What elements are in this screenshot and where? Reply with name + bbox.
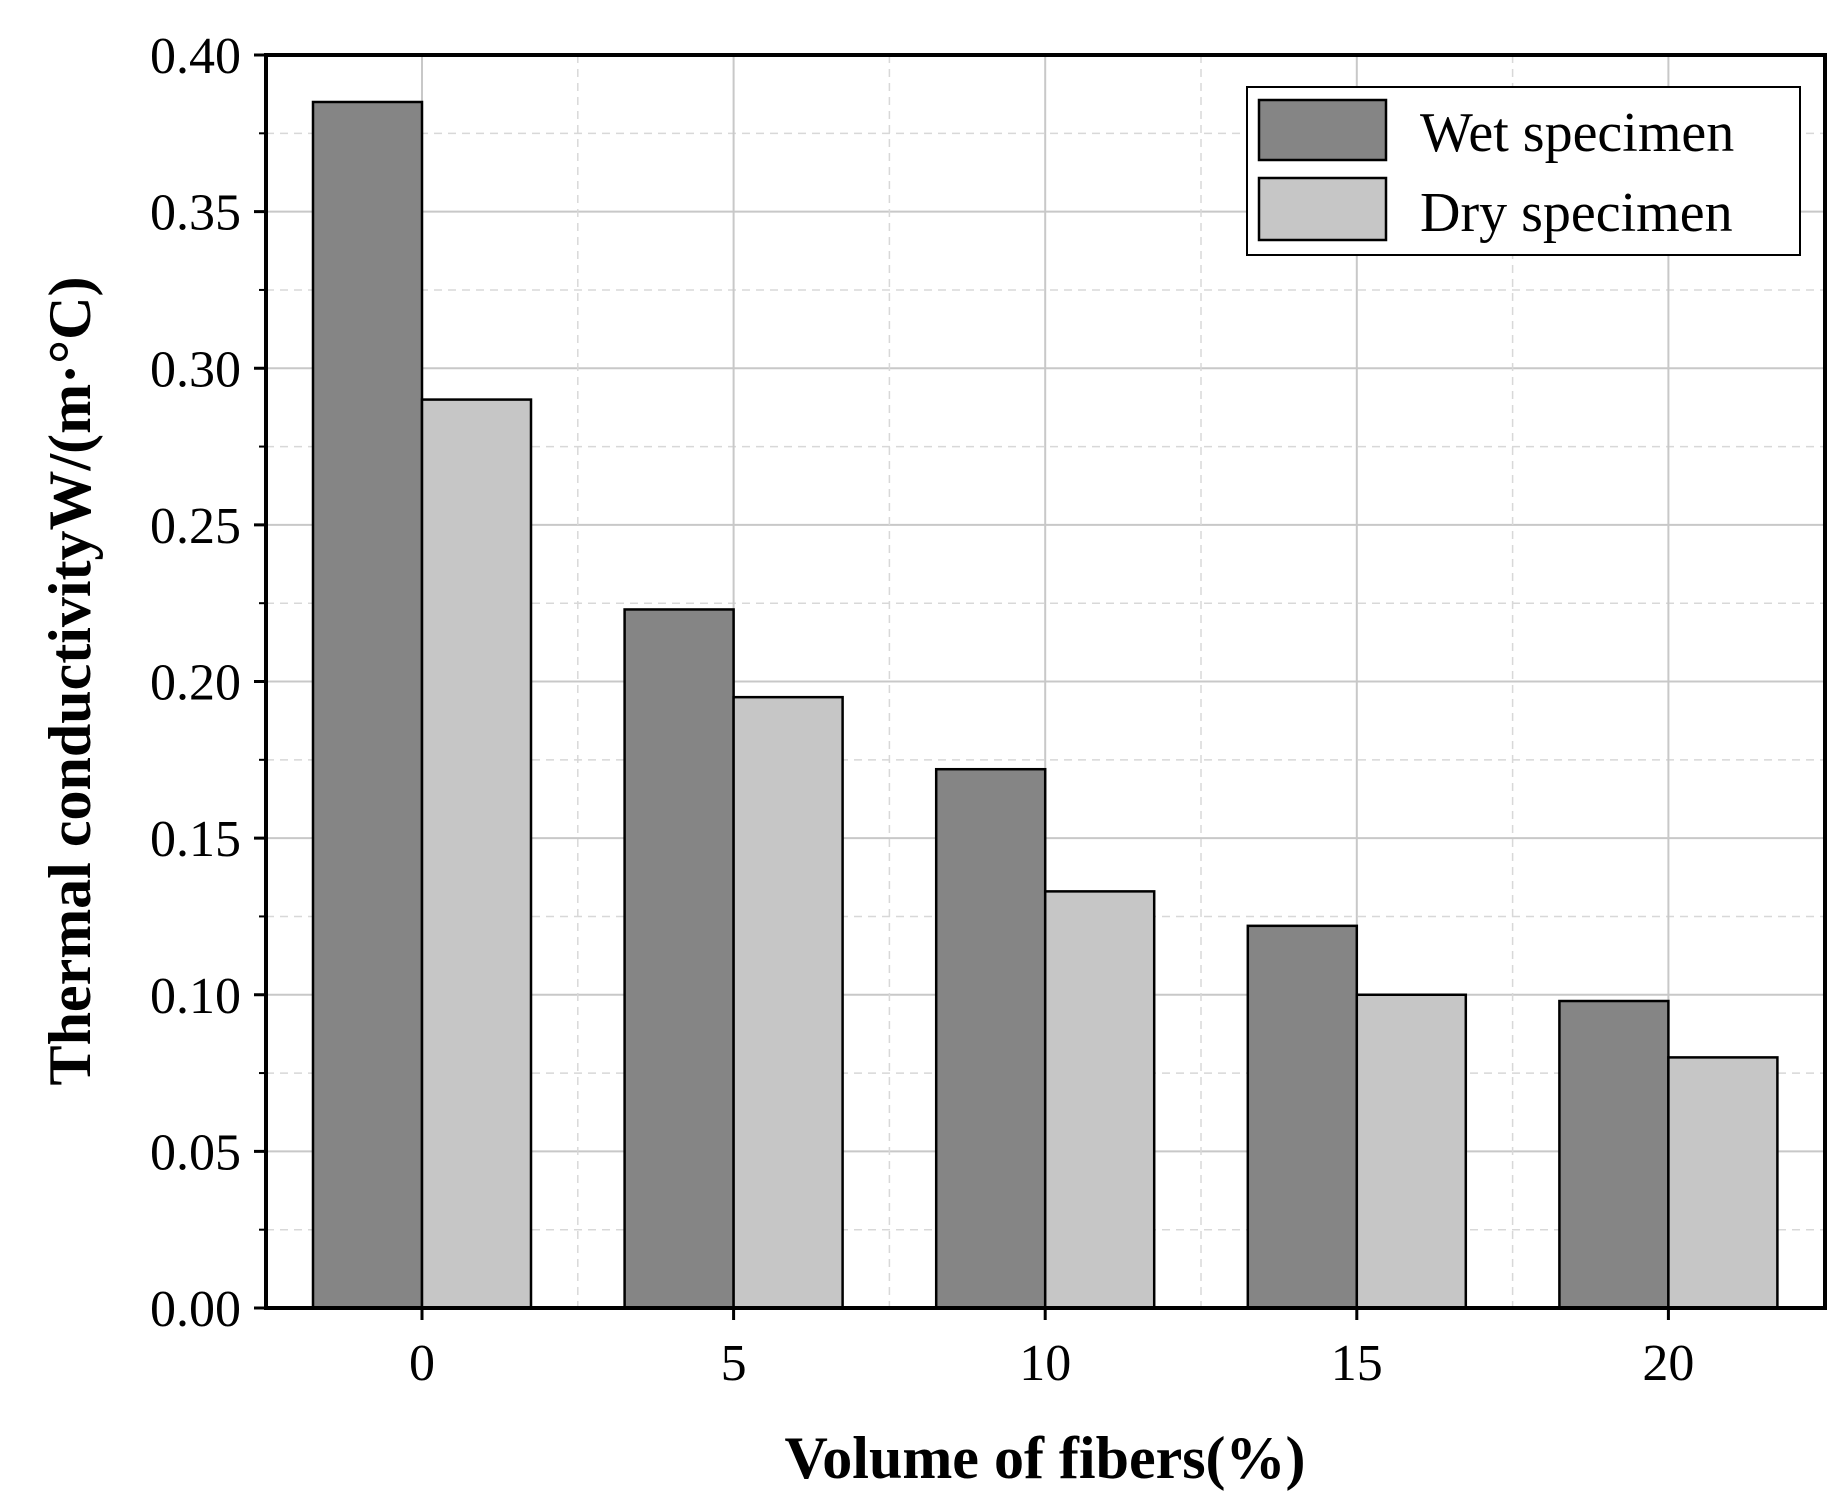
y-tick-label: 0.00: [150, 1281, 241, 1338]
bars: [311, 100, 1779, 1310]
bar-dry-0: [420, 398, 533, 1310]
legend-label-dry: Dry specimen: [1420, 182, 1733, 244]
y-tick-label: 0.35: [150, 185, 241, 242]
legend: Wet specimen Dry specimen: [1246, 86, 1801, 256]
bar-wet-5: [623, 608, 735, 1310]
bar-dry-20: [1667, 1056, 1779, 1310]
x-tick-label: 0: [409, 1335, 435, 1392]
y-axis-ticks: 0.00 0.05 0.10 0.15 0.20 0.25 0.30 0.35 0.40: [150, 28, 266, 1338]
y-tick-label: 0.20: [150, 655, 241, 712]
x-axis-ticks: 0 5 10 15 20: [409, 1308, 1694, 1392]
x-tick-label: 15: [1331, 1335, 1383, 1392]
y-tick-label: 0.15: [150, 811, 241, 868]
bar-wet-20: [1558, 999, 1670, 1310]
legend-swatch-dry: [1257, 176, 1388, 242]
x-tick-label: 10: [1019, 1335, 1071, 1392]
bar-wet-10: [934, 767, 1047, 1310]
bar-wet-15: [1246, 924, 1359, 1310]
y-tick-label: 0.40: [150, 28, 241, 85]
x-tick-label: 20: [1642, 1335, 1694, 1392]
bar-dry-10: [1043, 890, 1156, 1310]
y-tick-label: 0.25: [150, 498, 241, 555]
legend-swatch-wet: [1257, 98, 1388, 162]
y-axis-title: Thermal conductivityW/(m·°C): [37, 277, 103, 1086]
bar-wet-0: [311, 100, 424, 1310]
y-tick-label: 0.10: [150, 968, 241, 1025]
y-tick-label: 0.30: [150, 341, 241, 398]
y-tick-label: 0.05: [150, 1124, 241, 1181]
x-tick-label: 5: [721, 1335, 747, 1392]
legend-label-wet: Wet specimen: [1420, 102, 1734, 164]
bar-dry-15: [1355, 993, 1468, 1310]
x-axis-title: Volume of fibers(%): [784, 1425, 1305, 1491]
bar-dry-5: [732, 695, 844, 1310]
